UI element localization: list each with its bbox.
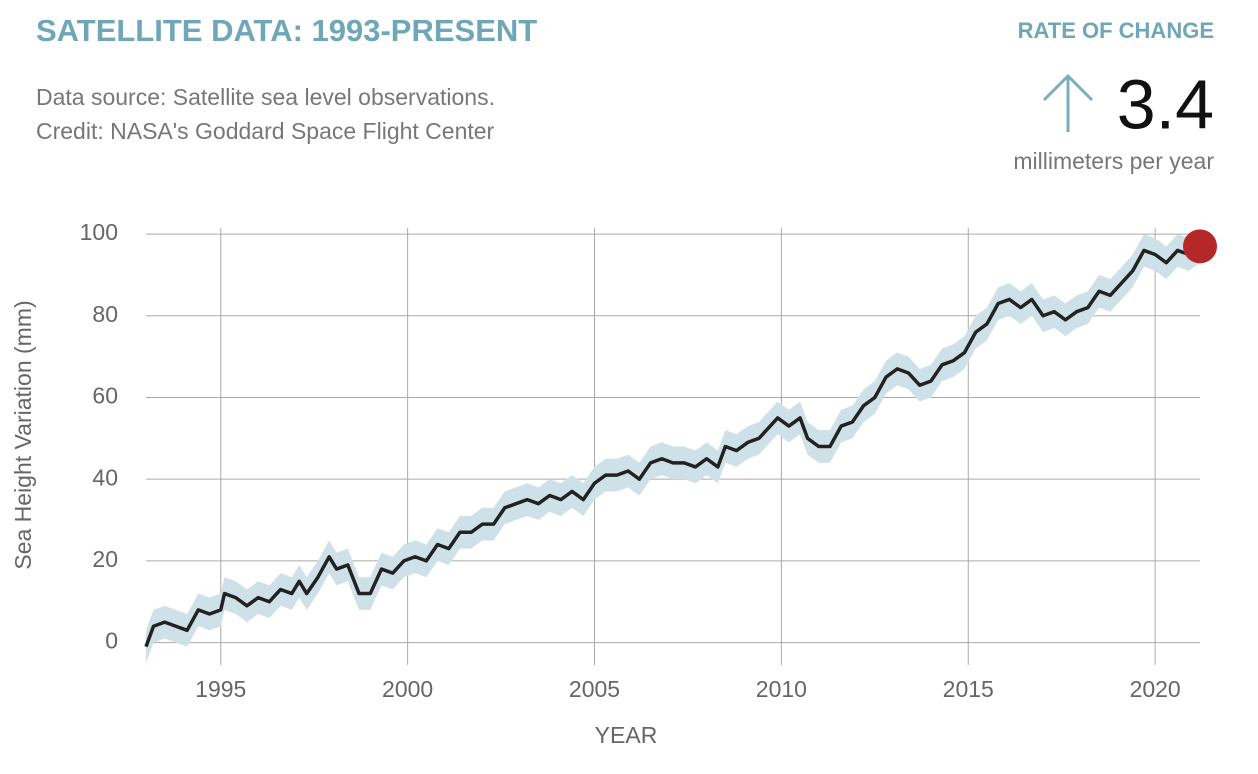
x-tick-label: 2020 <box>1130 676 1181 702</box>
uncertainty-band <box>146 230 1200 663</box>
rate-value: 3.4 <box>1117 65 1214 143</box>
up-arrow <box>1042 73 1094 132</box>
rate-unit: millimeters per year <box>1013 148 1214 174</box>
subtitle: Credit: NASA's Goddard Space Flight Cent… <box>36 118 495 144</box>
y-axis-label: Sea Height Variation (mm) <box>10 300 36 569</box>
data-line <box>144 244 1202 648</box>
y-tick-label: 20 <box>92 546 118 572</box>
x-tick-label: 2010 <box>756 676 807 702</box>
latest-point <box>1183 229 1217 264</box>
y-tick-label: 80 <box>92 301 118 327</box>
x-tick-label: 1995 <box>195 676 246 702</box>
title: SATELLITE DATA: 1993-PRESENT <box>36 13 537 48</box>
y-tick-label: 40 <box>92 464 118 490</box>
x-axis-label: YEAR <box>595 722 658 748</box>
x-tick-label: 2015 <box>943 676 994 702</box>
subtitle: Data source: Satellite sea level observa… <box>36 84 495 110</box>
y-tick-label: 0 <box>105 628 118 654</box>
x-tick-label: 2000 <box>382 676 433 702</box>
x-tick-label: 2005 <box>569 676 620 702</box>
rate-label: RATE OF CHANGE <box>1018 18 1214 43</box>
y-tick-label: 100 <box>80 219 118 245</box>
y-tick-label: 60 <box>92 383 118 409</box>
